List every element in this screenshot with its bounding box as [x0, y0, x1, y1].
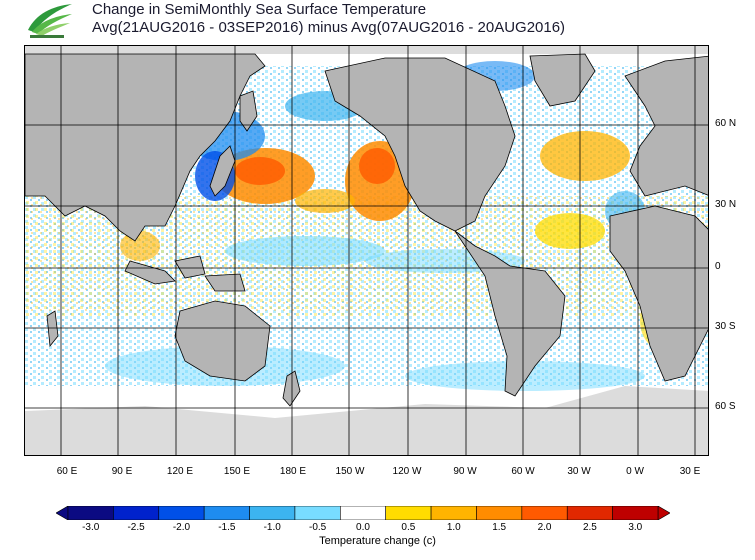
chart-subtitle: Avg(21AUG2016 - 03SEP2016) minus Avg(07A…: [92, 19, 566, 36]
chart-title: Change in SemiMonthly Sea Surface Temper…: [92, 1, 427, 18]
legend-tick-label: -1.5: [218, 522, 236, 533]
lon-label: 60 W: [511, 466, 535, 477]
legend-color-box: [67, 505, 114, 521]
lat-label: 30 S: [715, 321, 736, 332]
legend-color-box: [113, 505, 160, 521]
lon-label: 30 E: [679, 466, 701, 477]
legend-color-box: [340, 505, 386, 521]
legend-tick-label: 2.0: [537, 522, 552, 533]
lat-label: 0: [715, 261, 721, 272]
antarctic-ice: [25, 386, 708, 455]
lat-label: 60 S: [715, 401, 736, 412]
land: [25, 53, 708, 407]
lat-label: 30 N: [715, 199, 737, 210]
legend-color-box: [158, 505, 205, 521]
agency-logo: [22, 0, 78, 40]
sst-anomaly-map: [24, 45, 709, 456]
legend-tick-label: -2.5: [127, 522, 145, 533]
graticule: [25, 46, 708, 455]
legend-color-box: [476, 505, 523, 521]
legend-tick-label: 3.0: [628, 522, 643, 533]
lon-label: 90 E: [111, 466, 133, 477]
lon-label: 60 E: [56, 466, 78, 477]
legend-title: Temperature change (c): [319, 535, 436, 547]
lon-label: 150 E: [223, 466, 251, 477]
lon-label: 120 W: [392, 466, 422, 477]
legend-color-box: [612, 505, 659, 521]
legend-color-box: [521, 505, 568, 521]
legend-color-box: [566, 505, 613, 521]
legend-tick-label: -0.5: [308, 522, 327, 533]
legend-tick-label: -3.0: [82, 522, 100, 533]
legend-arrow-right: [657, 505, 671, 521]
legend-arrow-left: [55, 505, 69, 521]
legend-color-box: [203, 505, 250, 521]
lon-label: 90 W: [453, 466, 477, 477]
legend-color-box: [249, 505, 296, 521]
lon-label: 30 W: [567, 466, 591, 477]
lon-label: 150 W: [335, 466, 365, 477]
legend-color-box: [430, 505, 477, 521]
color-legend: [55, 505, 671, 521]
legend-tick-label: -1.0: [263, 522, 281, 533]
lon-label: 120 E: [166, 466, 194, 477]
lon-label: 0 W: [626, 466, 644, 477]
legend-tick-label: 1.0: [446, 522, 461, 533]
legend-tick-label: 2.5: [582, 522, 597, 533]
lat-label: 60 N: [715, 118, 737, 129]
legend-color-box: [294, 505, 341, 521]
legend-tick-label: 1.5: [492, 522, 507, 533]
lon-label: 180 E: [279, 466, 307, 477]
legend-tick-label: 0.5: [401, 522, 416, 533]
legend-tick-label: 0.0: [356, 522, 370, 533]
legend-color-box: [385, 505, 432, 521]
legend-tick-label: -2.0: [172, 522, 191, 533]
